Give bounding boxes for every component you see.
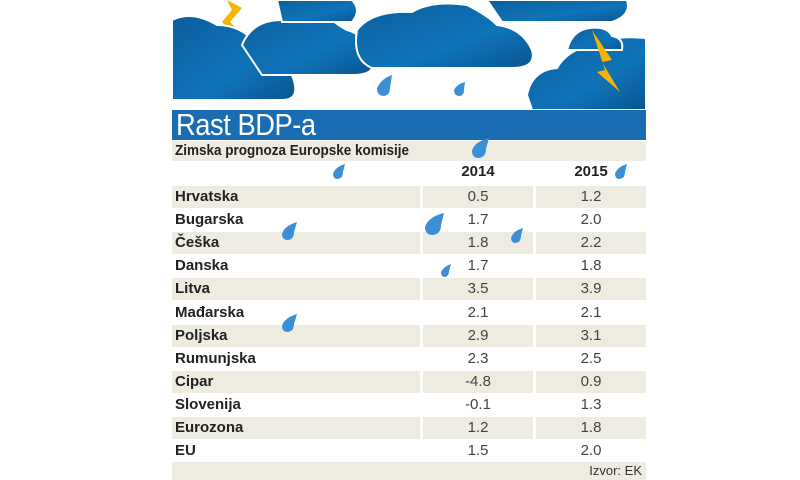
table-row: Danska 1.7 1.8 — [172, 255, 646, 277]
value-2014: 1.7 — [467, 257, 489, 275]
value-2015: 2.2 — [536, 232, 646, 255]
row-label: Mađarska — [175, 303, 245, 321]
table-row: Bugarska 1.7 2.0 — [172, 209, 646, 231]
storm-clouds-illustration — [172, 0, 646, 110]
row-label: Litva — [172, 278, 420, 301]
table-row: Mađarska 2.1 2.1 — [172, 302, 646, 324]
row-label: Cipar — [172, 370, 420, 393]
table-row: Slovenija -0.1 1.3 — [172, 394, 646, 416]
value-2014: 0.5 — [423, 186, 533, 208]
row-label: Rumunjska — [175, 349, 256, 367]
row-label: Hrvatska — [172, 186, 420, 208]
value-2014: 3.5 — [423, 278, 533, 301]
table-row: EU 1.5 2.0 — [172, 440, 646, 462]
table-row: Litva 3.5 3.9 — [172, 278, 646, 301]
row-label: Češka — [172, 232, 420, 255]
raindrop-icon — [511, 228, 523, 243]
row-label: Slovenija — [175, 395, 241, 413]
value-2015: 1.2 — [536, 186, 646, 208]
raindrop-icon — [425, 213, 444, 235]
source-note: Izvor: EK — [589, 463, 642, 478]
value-2015: 1.8 — [536, 417, 646, 439]
raindrop-icon — [282, 222, 297, 240]
table-row: Poljska 2.9 3.1 — [172, 324, 646, 347]
value-2015: 2.5 — [580, 349, 602, 367]
row-label: Bugarska — [175, 211, 244, 229]
row-label: Eurozona — [172, 417, 420, 439]
value-2015: 2.0 — [580, 442, 602, 460]
value-2014: 1.2 — [423, 417, 533, 439]
raindrop-icon — [282, 314, 297, 332]
table-row: Cipar -4.8 0.9 — [172, 370, 646, 393]
value-2015: 2.1 — [580, 303, 602, 321]
table-row: Češka 1.8 2.2 — [172, 232, 646, 255]
value-2014: 1.8 — [423, 232, 533, 255]
subtitle-row: Zimska prognoza Europske komisije — [172, 141, 646, 161]
raindrop-icon — [472, 138, 489, 158]
table-row: Eurozona 1.2 1.8 — [172, 417, 646, 439]
raindrop-icon — [377, 75, 392, 96]
value-2014: 1.5 — [467, 442, 489, 460]
row-label: Danska — [175, 257, 229, 275]
value-2015: 3.1 — [536, 324, 646, 347]
chart-title: Rast BDP-a — [176, 107, 316, 142]
value-2014: 1.7 — [467, 211, 489, 229]
value-2014: 2.9 — [423, 324, 533, 347]
row-label: EU — [175, 442, 196, 460]
column-header-2014: 2014 — [461, 163, 495, 180]
row-label: Poljska — [172, 324, 420, 347]
raindrop-icon — [333, 164, 345, 179]
value-2015: 2.0 — [580, 211, 602, 229]
value-2015: 3.9 — [536, 278, 646, 301]
table-row: Hrvatska 0.5 1.2 — [172, 186, 646, 208]
column-header-2015: 2015 — [574, 163, 608, 180]
value-2014: -4.8 — [423, 370, 533, 393]
value-2015: 0.9 — [536, 370, 646, 393]
chart-subtitle: Zimska prognoza Europske komisije — [175, 142, 410, 159]
raindrop-icon — [454, 82, 465, 96]
value-2014: 2.3 — [467, 349, 489, 367]
value-2014: 2.1 — [467, 303, 489, 321]
value-2014: -0.1 — [465, 395, 491, 413]
value-2015: 1.8 — [580, 257, 602, 275]
raindrop-icon — [615, 164, 627, 179]
table-row: Rumunjska 2.3 2.5 — [172, 348, 646, 370]
source-row: Izvor: EK — [172, 462, 646, 480]
value-2015: 1.3 — [580, 395, 602, 413]
title-bar: Rast BDP-a — [172, 107, 646, 142]
raindrop-icon — [441, 264, 451, 277]
